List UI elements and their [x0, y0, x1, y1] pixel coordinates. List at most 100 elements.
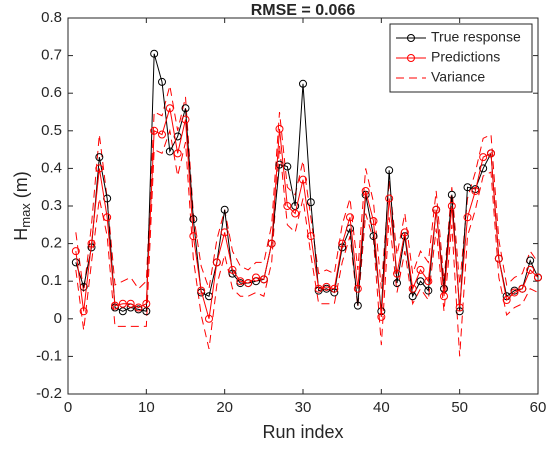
y-tick-label: 0.5: [41, 122, 62, 139]
point: [150, 126, 159, 135]
point: [416, 265, 425, 274]
point: [165, 147, 174, 156]
variance-lower: [75, 128, 539, 357]
point: [283, 202, 292, 210]
legend-label: True response: [431, 29, 521, 45]
point: [306, 232, 315, 241]
point: [463, 213, 472, 222]
point: [353, 284, 362, 293]
y-tick-label: -0.2: [36, 385, 62, 402]
point: [361, 186, 370, 195]
point: [338, 239, 347, 248]
legend: True response Predictions Variance: [389, 23, 533, 93]
point: [322, 282, 331, 291]
point: [150, 49, 159, 58]
x-axis-label: Run index: [262, 422, 343, 442]
y-tick-label: 0: [54, 310, 62, 327]
point: [330, 284, 339, 293]
legend-marker: [407, 54, 415, 62]
point: [526, 256, 535, 265]
point: [494, 254, 503, 263]
point: [291, 202, 300, 210]
point: [526, 265, 535, 274]
point: [346, 213, 354, 222]
y-tick-label: 0.3: [41, 197, 62, 214]
point: [447, 190, 456, 199]
variance-upper: [75, 85, 539, 293]
series-line: [75, 108, 539, 319]
point: [244, 279, 253, 288]
y-axis-label: Hmax (m): [11, 171, 34, 241]
point: [291, 209, 300, 218]
x-tick-label: 50: [451, 399, 468, 416]
point: [424, 277, 433, 286]
point: [502, 296, 511, 304]
point: [158, 130, 166, 139]
point: [134, 303, 143, 312]
x-tick-label: 40: [373, 399, 390, 416]
point: [181, 104, 190, 113]
point: [393, 279, 401, 288]
point: [306, 198, 315, 207]
point: [236, 277, 245, 286]
point: [189, 215, 198, 224]
legend-label: Predictions: [431, 49, 500, 65]
point: [71, 247, 80, 256]
point: [220, 228, 229, 237]
point: [252, 273, 260, 282]
point: [220, 205, 229, 214]
y-label-base: H: [11, 228, 31, 241]
point: [440, 292, 448, 301]
y-label-sub: max: [18, 203, 33, 228]
point: [518, 284, 527, 293]
point: [479, 153, 488, 162]
x-tick-label: 10: [138, 399, 155, 416]
point: [212, 258, 221, 267]
point: [283, 162, 292, 171]
point: [299, 79, 307, 88]
point: [103, 213, 112, 222]
point: [432, 205, 441, 214]
point: [463, 183, 472, 192]
point: [126, 299, 135, 308]
point: [471, 186, 480, 195]
point: [424, 286, 433, 295]
point: [369, 232, 378, 241]
point: [455, 303, 464, 312]
point: [259, 275, 268, 284]
point: [181, 115, 190, 124]
point: [400, 228, 409, 237]
chart-title: RMSE = 0.066: [251, 2, 356, 19]
point: [173, 149, 182, 158]
point: [408, 284, 417, 293]
point: [165, 104, 174, 113]
x-tick-label: 30: [295, 399, 312, 416]
point: [353, 301, 362, 310]
point: [71, 258, 80, 267]
legend-marker: [407, 34, 415, 42]
x-tick-label: 60: [530, 399, 547, 416]
y-tick-label: 0.8: [41, 9, 62, 26]
point: [158, 77, 166, 86]
point: [393, 269, 401, 278]
point: [510, 288, 519, 297]
point: [487, 149, 495, 158]
point: [189, 232, 198, 241]
point: [275, 124, 284, 133]
legend-label: Variance: [431, 69, 485, 85]
point: [447, 202, 456, 210]
point: [118, 307, 127, 316]
y-tick-label: 0.7: [41, 47, 62, 64]
point: [197, 286, 206, 295]
point: [385, 194, 394, 203]
x-tick-label: 0: [64, 399, 72, 416]
y-tick-label: 0.6: [41, 84, 62, 101]
point: [369, 217, 378, 226]
point: [95, 164, 104, 173]
x-tick-label: 20: [216, 399, 233, 416]
point: [299, 175, 307, 184]
point: [205, 314, 213, 323]
y-tick-label: -0.1: [36, 347, 62, 364]
y-tick-label: 0.1: [41, 272, 62, 289]
